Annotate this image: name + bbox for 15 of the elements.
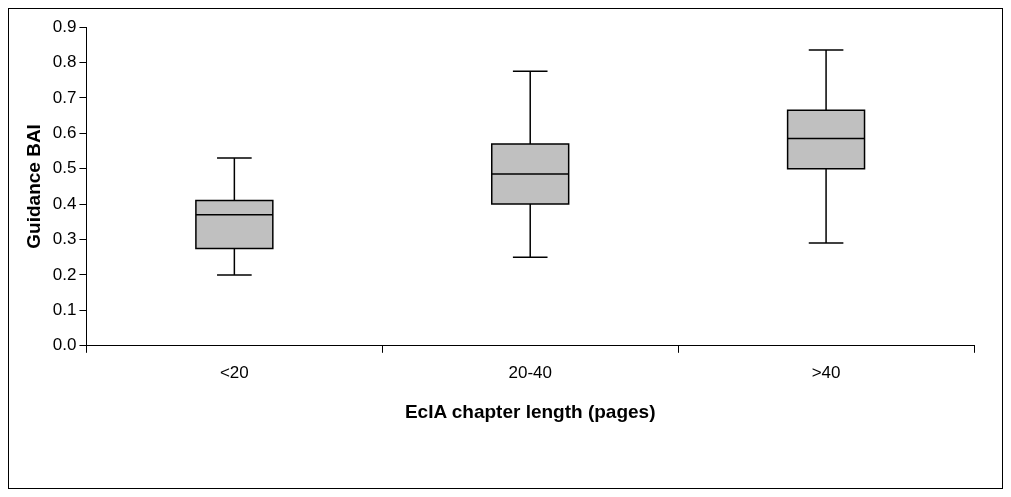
- y-tick-label: 0.5: [52, 158, 77, 178]
- y-tick-label: 0.2: [52, 264, 77, 284]
- y-tick-label: 0.6: [52, 122, 77, 142]
- x-tick-label: 20-40: [508, 362, 552, 382]
- y-tick-label: 0.8: [52, 52, 77, 72]
- x-axis-title: EcIA chapter length (pages): [404, 400, 656, 422]
- x-tick-label: <20: [219, 362, 249, 382]
- y-tick-label: 0.1: [52, 300, 77, 320]
- y-tick-label: 0.4: [52, 193, 77, 213]
- y-tick-label: 0.3: [52, 229, 77, 249]
- y-axis-title: Guidance BAI: [22, 124, 44, 249]
- y-tick-label: 0.7: [52, 87, 77, 107]
- y-tick-label: 0.9: [52, 16, 77, 36]
- y-tick-label: 0.0: [52, 335, 77, 355]
- x-tick-label: >40: [811, 362, 841, 382]
